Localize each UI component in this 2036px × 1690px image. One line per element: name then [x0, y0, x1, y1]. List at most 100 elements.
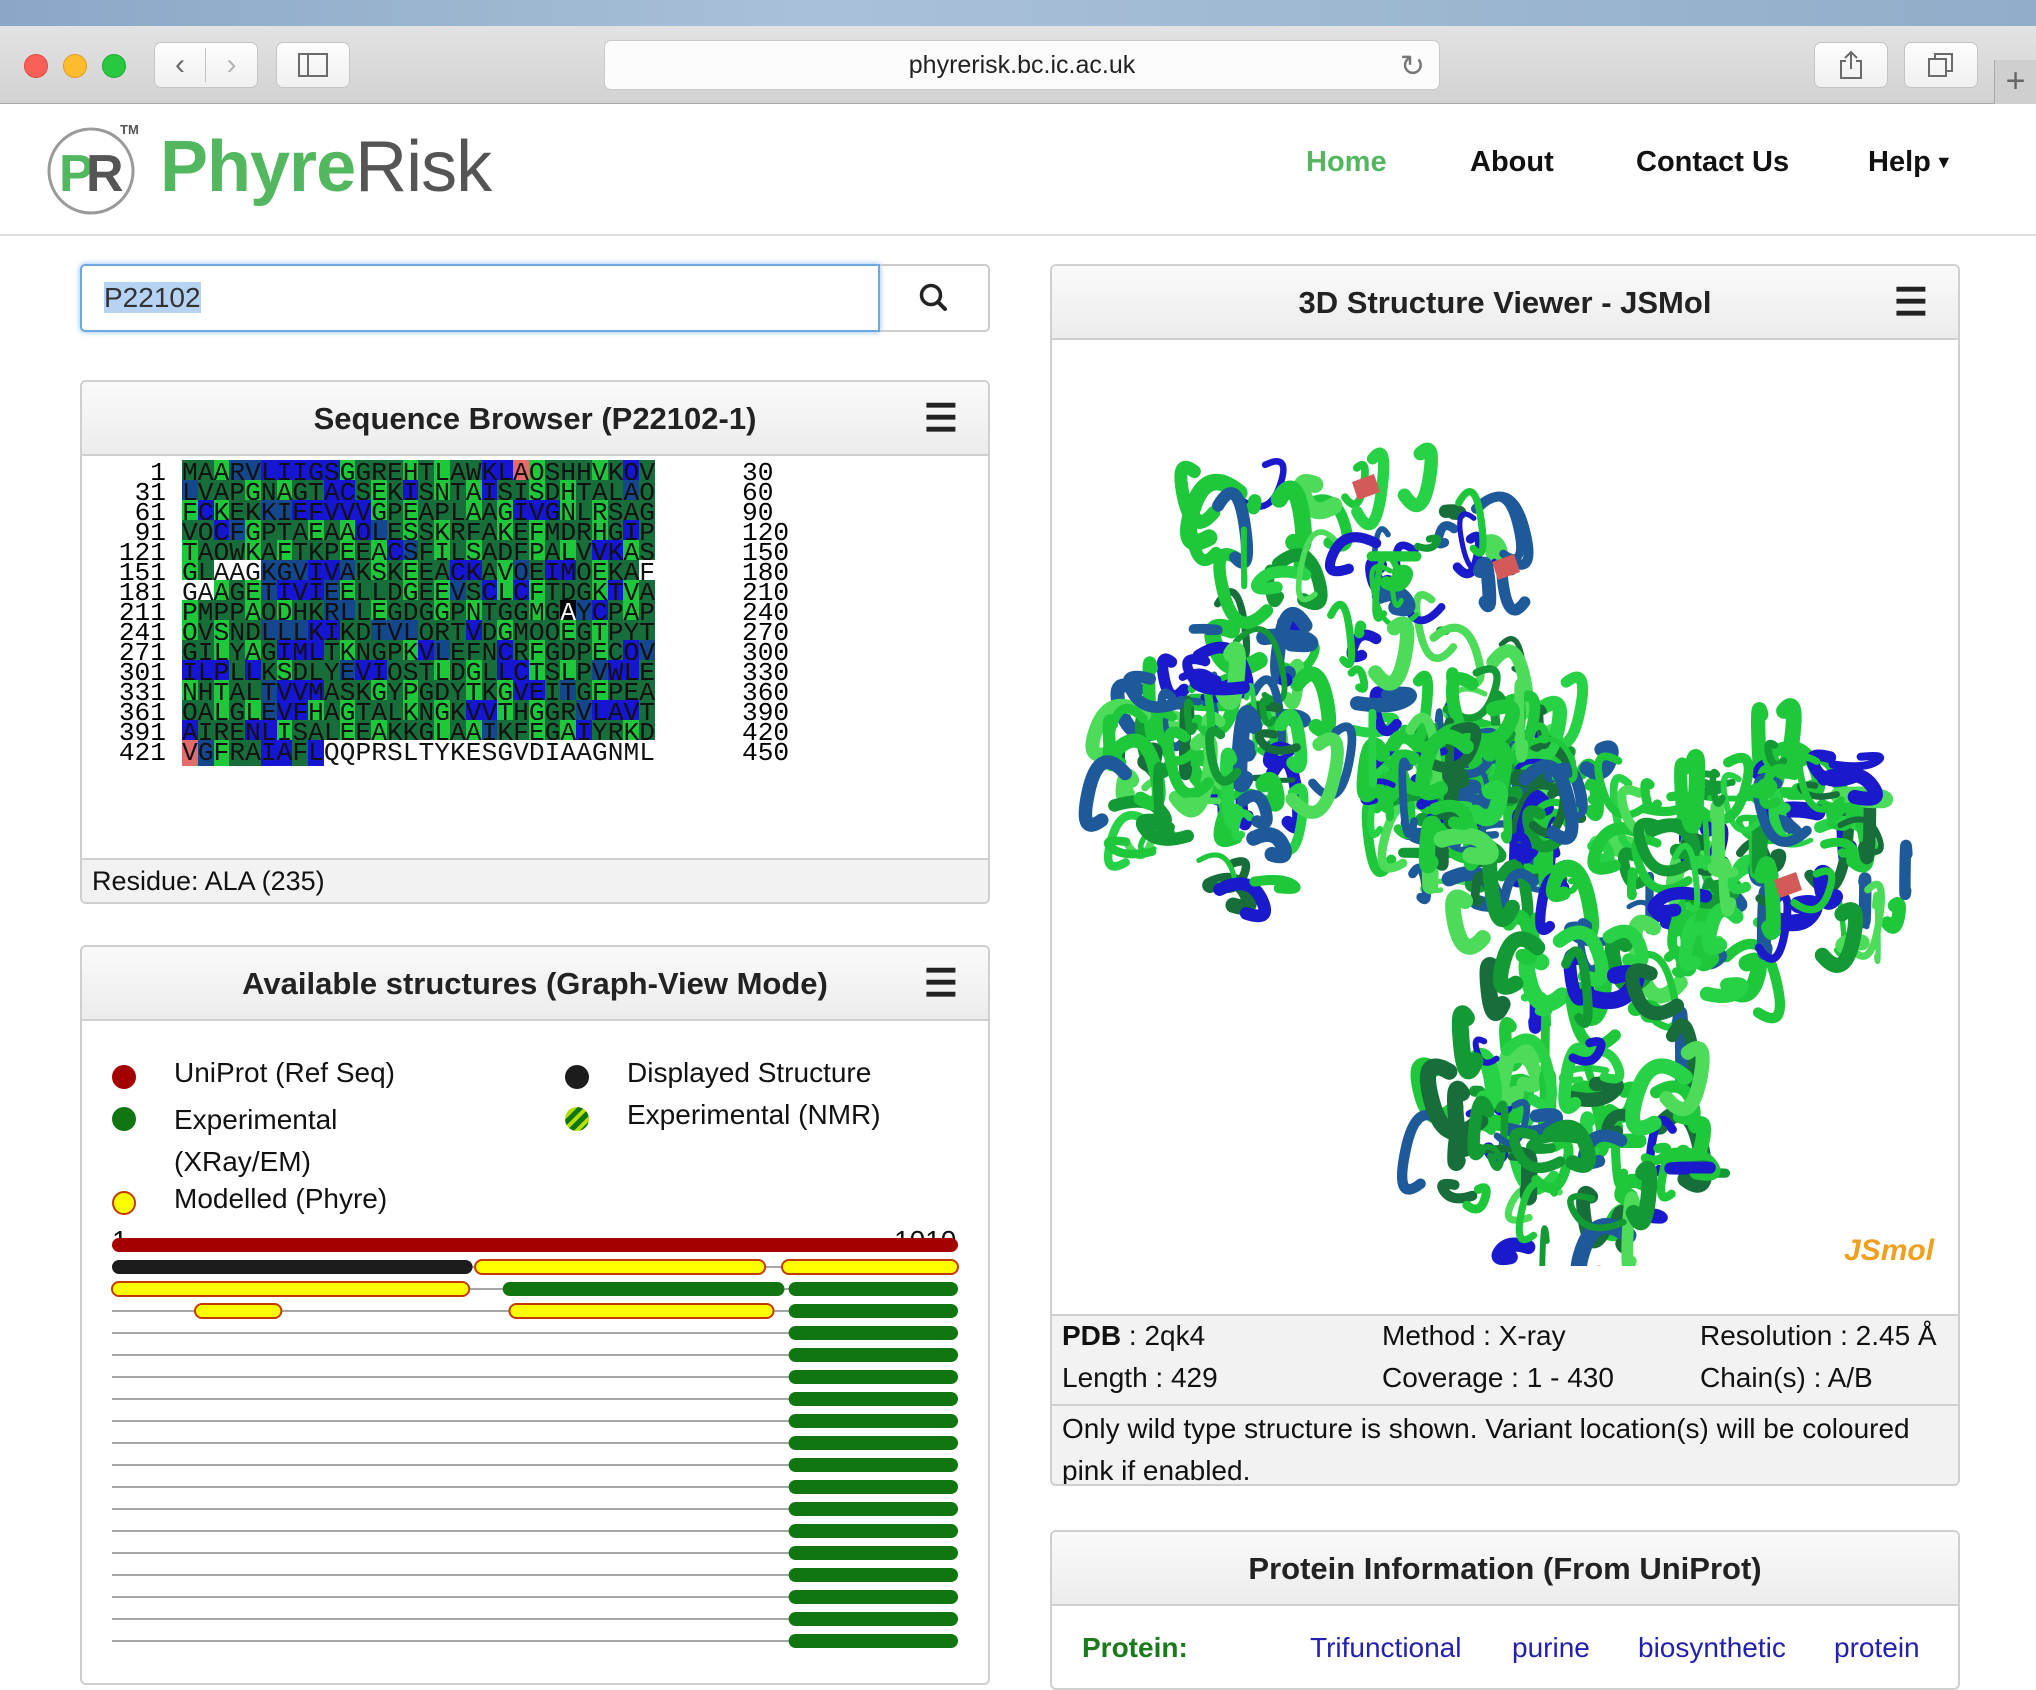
experimental-structure-bar[interactable]: [789, 1502, 958, 1516]
residue-cell[interactable]: V: [513, 740, 529, 766]
residue-cell[interactable]: L: [308, 740, 324, 766]
residue-cell[interactable]: S: [482, 740, 498, 766]
search-input[interactable]: P22102: [80, 264, 880, 332]
experimental-structure-bar[interactable]: [789, 1590, 958, 1604]
experimental-structure-bar[interactable]: [789, 1348, 958, 1362]
residue-cell[interactable]: G: [198, 740, 214, 766]
residue-cell[interactable]: Y: [434, 740, 450, 766]
residue-cell[interactable]: Q: [340, 740, 356, 766]
structures-menu-icon[interactable]: ☰: [924, 947, 958, 1021]
structure-track[interactable]: [112, 1568, 958, 1582]
sequence-browser-menu-icon[interactable]: ☰: [924, 382, 958, 456]
structure-track[interactable]: [112, 1458, 958, 1472]
structure-track[interactable]: [112, 1414, 958, 1428]
experimental-structure-bar[interactable]: [789, 1524, 958, 1538]
residue-cell[interactable]: I: [545, 740, 561, 766]
experimental-structure-bar[interactable]: [789, 1414, 958, 1428]
structure-track[interactable]: [112, 1634, 958, 1648]
structures-graph[interactable]: [110, 1237, 960, 1677]
model-structure-bar[interactable]: [195, 1304, 281, 1318]
protein-name-word-2[interactable]: purine: [1512, 1632, 1590, 1664]
residue-cell[interactable]: F: [292, 740, 308, 766]
residue-cell[interactable]: A: [277, 740, 293, 766]
protein-name-word-4[interactable]: protein: [1834, 1632, 1920, 1664]
share-button[interactable]: [1814, 42, 1888, 88]
viewer-menu-icon[interactable]: ☰: [1894, 266, 1928, 340]
forward-icon[interactable]: ›: [206, 48, 257, 82]
experimental-structure-bar[interactable]: [789, 1304, 958, 1318]
uniprot-structure-bar[interactable]: [112, 1238, 958, 1252]
protein-name-word-3[interactable]: biosynthetic: [1638, 1632, 1786, 1664]
minimize-window-button[interactable]: [63, 54, 87, 78]
experimental-structure-bar[interactable]: [789, 1568, 958, 1582]
residue-cell[interactable]: K: [450, 740, 466, 766]
model-structure-bar[interactable]: [112, 1282, 469, 1296]
brand-name[interactable]: PhyreRisk: [160, 126, 491, 208]
residue-cell[interactable]: A: [576, 740, 592, 766]
experimental-structure-bar[interactable]: [503, 1282, 785, 1296]
experimental-structure-bar[interactable]: [789, 1612, 958, 1626]
experimental-structure-bar[interactable]: [789, 1370, 958, 1384]
back-icon[interactable]: ‹: [155, 48, 206, 82]
tabs-overview-button[interactable]: [1904, 42, 1978, 88]
residue-cell[interactable]: G: [592, 740, 608, 766]
residue-cell[interactable]: S: [387, 740, 403, 766]
new-tab-button[interactable]: +: [1994, 60, 2036, 104]
protein-name-word-1[interactable]: Trifunctional: [1310, 1632, 1461, 1664]
residue-cell[interactable]: Q: [324, 740, 340, 766]
model-structure-bar[interactable]: [475, 1260, 765, 1274]
structure-track[interactable]: [112, 1348, 958, 1362]
close-window-button[interactable]: [24, 54, 48, 78]
displayed-structure-bar[interactable]: [112, 1260, 473, 1274]
structure-track[interactable]: [112, 1546, 958, 1560]
residue-cell[interactable]: L: [403, 740, 419, 766]
search-button[interactable]: [880, 264, 990, 332]
residue-cell[interactable]: P: [355, 740, 371, 766]
residue-cell[interactable]: R: [371, 740, 387, 766]
residue-cell[interactable]: G: [497, 740, 513, 766]
experimental-structure-bar[interactable]: [789, 1634, 958, 1648]
residue-cell[interactable]: I: [261, 740, 277, 766]
nav-home[interactable]: Home: [1306, 146, 1387, 179]
sidebar-toggle-button[interactable]: [276, 42, 350, 88]
experimental-structure-bar[interactable]: [789, 1546, 958, 1560]
structure-track[interactable]: [112, 1304, 958, 1318]
residue-cell[interactable]: V: [182, 740, 198, 766]
structure-track[interactable]: [112, 1502, 958, 1516]
experimental-structure-bar[interactable]: [789, 1480, 958, 1494]
model-structure-bar[interactable]: [509, 1304, 773, 1318]
residue-cell[interactable]: A: [560, 740, 576, 766]
residue-cell[interactable]: A: [245, 740, 261, 766]
address-bar[interactable]: phyrerisk.bc.ic.ac.uk ↻: [604, 40, 1440, 90]
structure-track[interactable]: [112, 1436, 958, 1450]
reload-icon[interactable]: ↻: [1400, 49, 1425, 84]
protein-3d-render[interactable]: [1052, 342, 1958, 1266]
structure-track[interactable]: [112, 1524, 958, 1538]
nav-about[interactable]: About: [1470, 146, 1554, 179]
residue-cell[interactable]: R: [229, 740, 245, 766]
nav-help[interactable]: Help▼: [1868, 146, 1953, 179]
residue-cell[interactable]: T: [418, 740, 434, 766]
residue-cell[interactable]: N: [608, 740, 624, 766]
structure-track[interactable]: [112, 1326, 958, 1340]
residue-cell[interactable]: M: [623, 740, 639, 766]
experimental-structure-bar[interactable]: [789, 1326, 958, 1340]
zoom-window-button[interactable]: [102, 54, 126, 78]
structure-track[interactable]: [112, 1590, 958, 1604]
residue-cell[interactable]: F: [214, 740, 230, 766]
structure-track[interactable]: [112, 1282, 958, 1296]
structure-track[interactable]: [112, 1238, 958, 1252]
residue-cell[interactable]: D: [529, 740, 545, 766]
experimental-structure-bar[interactable]: [789, 1458, 958, 1472]
model-structure-bar[interactable]: [782, 1260, 958, 1274]
residue-cell[interactable]: L: [639, 740, 655, 766]
structure-track[interactable]: [112, 1260, 958, 1274]
phyrerisk-logo[interactable]: P R: [46, 126, 136, 216]
residue-cell[interactable]: E: [466, 740, 482, 766]
structure-track[interactable]: [112, 1612, 958, 1626]
experimental-structure-bar[interactable]: [789, 1282, 958, 1296]
nav-contact-us[interactable]: Contact Us: [1636, 146, 1789, 179]
experimental-structure-bar[interactable]: [789, 1392, 958, 1406]
